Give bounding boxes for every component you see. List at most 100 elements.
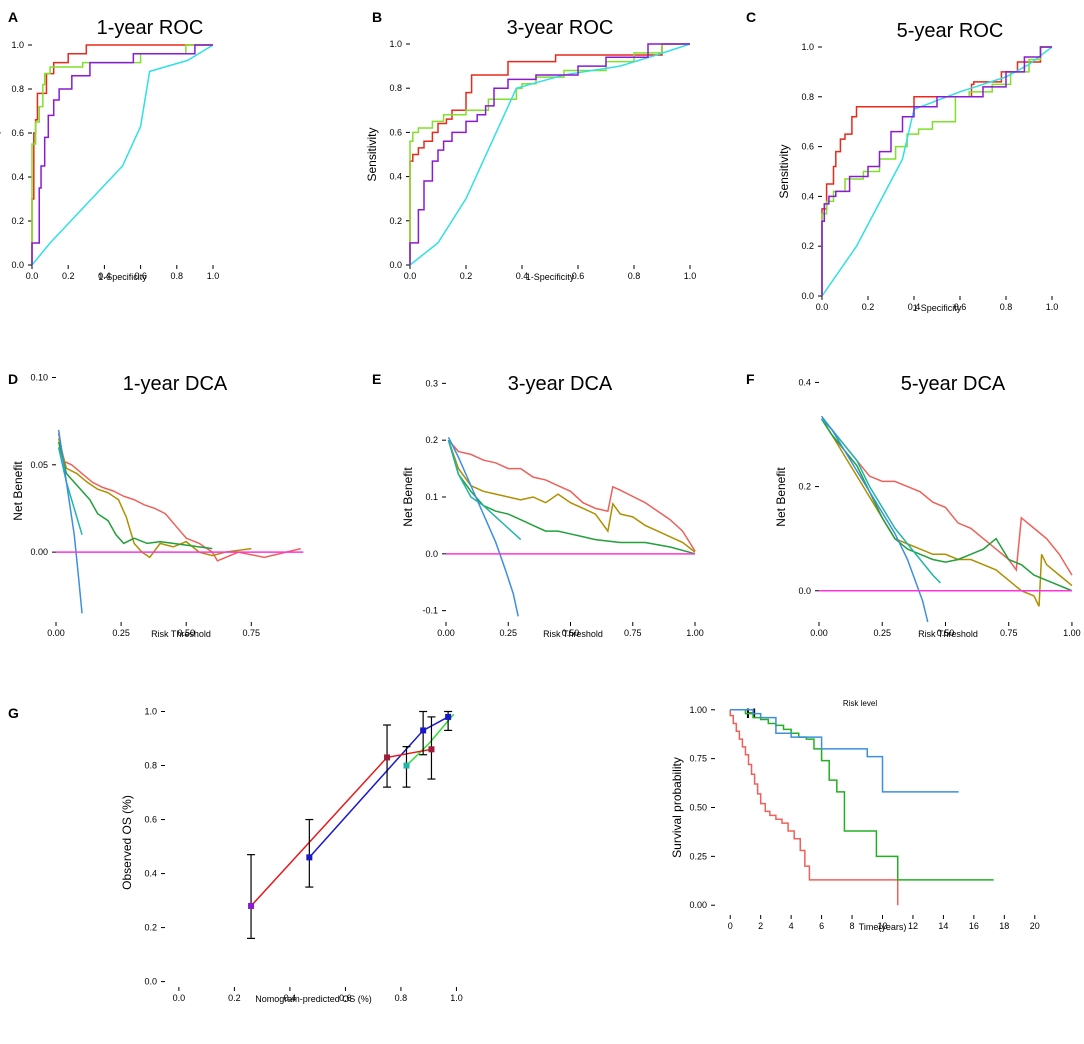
x-tick-label: 0.4 (908, 302, 921, 312)
panel-letter: E (372, 371, 381, 387)
error-bar-point (306, 854, 313, 861)
y-tick-label: 0.0 (144, 977, 157, 987)
series-line-riskscore (821, 46, 1052, 296)
y-tick-label: 0.0 (801, 291, 814, 301)
x-tick-label: 1.0 (207, 271, 220, 281)
x-tick-label: 0.6 (134, 271, 147, 281)
x-tick-label: 2 (758, 921, 763, 931)
series-line-grade (447, 439, 522, 541)
y-tick-label: 0.25 (689, 851, 707, 861)
panel-C: C 5-year ROC 0.0 0.2 0.4 0.6 0.8 1.0 0.0 0.2 0.4 0.… (746, 9, 1058, 313)
y-tick-label: 0.0 (389, 260, 402, 270)
chart-title: 3-year DCA (508, 373, 613, 395)
x-tick-label: 0.00 (47, 628, 65, 638)
series-line-1-year (405, 713, 455, 767)
panel-letter: G (8, 705, 19, 721)
x-tick-label: 0.2 (62, 271, 75, 281)
x-axis-label: 1-Specificity (526, 272, 575, 282)
x-tick-label: 0.6 (954, 302, 967, 312)
x-tick-label: 0.50 (562, 628, 580, 638)
x-tick-label: 0.8 (395, 993, 408, 1003)
x-tick-label: 8 (850, 921, 855, 931)
y-tick-label: 0.2 (798, 482, 811, 492)
y-tick-label: 1.0 (144, 707, 157, 717)
series-line-age (31, 44, 213, 265)
x-axis-label: Nomogram-predicted OS (%) (255, 994, 372, 1004)
x-axis-label: Risk Threshold (918, 629, 978, 639)
y-tick-label: 0.6 (389, 127, 402, 137)
x-tick-label: 0.25 (499, 628, 517, 638)
x-tick-label: 0.4 (98, 271, 111, 281)
y-tick-label: 0.4 (801, 191, 814, 201)
series-line-all (57, 429, 83, 614)
y-tick-label: 0.3 (425, 378, 438, 388)
series-line-age (447, 439, 696, 555)
y-tick-label: 0.6 (801, 142, 814, 152)
x-tick-label: 4 (789, 921, 794, 931)
error-bar-point (428, 746, 435, 753)
series-line-age (820, 418, 1073, 592)
x-tick-label: 0.6 (572, 271, 585, 281)
series-line-all (447, 437, 519, 617)
series-line-riskscore (31, 44, 213, 265)
panel-A: A 1-year ROC 0.0 0.2 0.4 0.6 0.8 1.0 0.0 0.2 0.4 0.… (0, 9, 219, 282)
y-tick-label: 0.0 (425, 549, 438, 559)
x-tick-label: 0.25 (873, 628, 891, 638)
y-tick-label: 0.2 (389, 216, 402, 226)
y-tick-label: 0.8 (389, 83, 402, 93)
x-tick-label: 16 (969, 921, 979, 931)
series-line-riskscore (447, 439, 696, 553)
y-tick-label: 0.4 (798, 377, 811, 387)
x-tick-label: 6 (819, 921, 824, 931)
y-axis-label: Net Benefit (401, 467, 415, 527)
x-tick-label: 18 (999, 921, 1009, 931)
y-axis-label: Observed OS (%) (120, 795, 134, 890)
panel-D: D 1-year DCA 0.00 0.25 0.50 0.75 0.00 0.05 0.10 R… (8, 371, 304, 639)
x-tick-label: 0.00 (810, 628, 828, 638)
y-tick-label: 0.05 (30, 460, 48, 470)
x-tick-label: 0 (728, 921, 733, 931)
chart-title: 5-year DCA (901, 373, 1006, 395)
series-line-grade (821, 46, 1053, 297)
x-tick-label: 0.00 (437, 628, 455, 638)
x-tick-label: 0.0 (816, 302, 829, 312)
series-line-nomogram (57, 433, 301, 562)
chart-title: Risk level (843, 699, 877, 708)
x-tick-label: 0.6 (339, 993, 352, 1003)
series-line-low (730, 709, 959, 793)
y-tick-label: 0.6 (11, 128, 24, 138)
x-axis-label: Time(years) (859, 922, 907, 932)
y-tick-label: 0.4 (144, 869, 157, 879)
panel-F: F 5-year DCA 0.00 0.25 0.50 0.75 1.00 0.0 0.2 0.4… (746, 371, 1081, 639)
series-line-grade (820, 418, 941, 584)
y-axis-label: Sensitivity (365, 127, 379, 181)
y-tick-label: 0.2 (425, 435, 438, 445)
error-bar-point (445, 713, 452, 720)
panel-letter: F (746, 371, 755, 387)
x-tick-label: 0.4 (284, 993, 297, 1003)
x-tick-label: 0.2 (862, 302, 875, 312)
panel-E: E 3-year DCA 0.00 0.25 0.50 0.75 1.00 -0.1 0.0 0.… (372, 371, 704, 639)
x-tick-label: 0.50 (937, 628, 955, 638)
series-line-age (409, 43, 690, 265)
x-tick-label: 1.0 (1046, 302, 1059, 312)
y-axis-label: Survival probability (670, 757, 684, 858)
series-line-riskscore (409, 43, 690, 265)
series-line-nomogram (820, 418, 1073, 576)
x-tick-label: 1.00 (1063, 628, 1081, 638)
x-tick-label: 0.75 (1000, 628, 1018, 638)
panel-B: B 3-year ROC 0.0 0.2 0.4 0.6 0.8 1.0 0.0 0.2 0.4 0.… (365, 9, 696, 282)
x-tick-label: 0.75 (624, 628, 642, 638)
y-tick-label: 0.4 (389, 172, 402, 182)
x-axis-label: Risk Threshold (151, 629, 211, 639)
error-bar-point (420, 727, 427, 734)
x-tick-label: 14 (938, 921, 948, 931)
x-tick-label: 0.0 (173, 993, 186, 1003)
series-line-age (821, 46, 1052, 296)
error-bar-point (384, 754, 391, 761)
x-axis-label: 1-Specificity (98, 272, 147, 282)
series-line-3-year (308, 716, 449, 858)
series-line-high (729, 709, 899, 906)
panel-letter: D (8, 371, 18, 387)
